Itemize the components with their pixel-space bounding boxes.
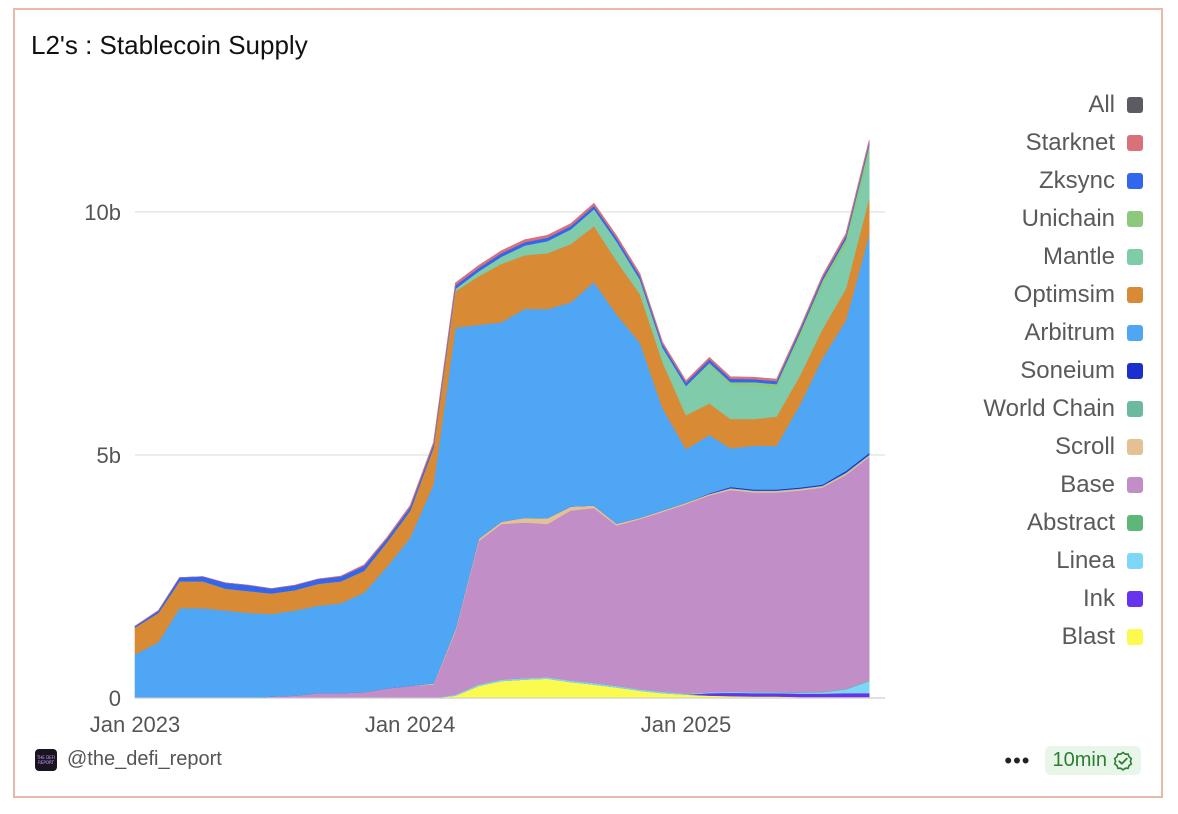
legend-swatch bbox=[1127, 553, 1143, 569]
legend-item-arbitrum[interactable]: Arbitrum bbox=[983, 314, 1143, 352]
legend-item-all[interactable]: All bbox=[983, 86, 1143, 124]
stacked-area-chart: 0 5b 10b Jan 2023 Jan 2024 Jan 2025 bbox=[84, 139, 885, 737]
refresh-badge[interactable]: 10min bbox=[1044, 746, 1141, 775]
area-starknet[interactable] bbox=[134, 139, 870, 627]
chart-card: L2's : Stablecoin Supply 0 5b 10b Jan 2023 J… bbox=[13, 8, 1163, 798]
y-tick-label: 0 bbox=[109, 686, 121, 711]
legend-label: Abstract bbox=[1026, 509, 1115, 536]
legend-label: Starknet bbox=[1025, 129, 1115, 156]
legend-label: Zksync bbox=[1038, 167, 1115, 194]
legend-swatch bbox=[1127, 477, 1143, 493]
legend-swatch bbox=[1127, 97, 1143, 113]
footer-actions: ••• 10min bbox=[1004, 746, 1141, 775]
legend-label: Unichain bbox=[1021, 205, 1115, 232]
legend-item-scroll[interactable]: Scroll bbox=[983, 428, 1143, 466]
x-tick-label: Jan 2024 bbox=[365, 712, 456, 737]
legend-label: Soneium bbox=[1020, 357, 1115, 384]
legend-item-mantle[interactable]: Mantle bbox=[983, 238, 1143, 276]
footer-author: THE DEFI REPORT @the_defi_report bbox=[35, 748, 222, 771]
legend-item-linea[interactable]: Linea bbox=[983, 542, 1143, 580]
legend-item-world-chain[interactable]: World Chain bbox=[983, 390, 1143, 428]
legend-label: All bbox=[1088, 91, 1115, 118]
legend-label: Optimsim bbox=[1013, 281, 1115, 308]
legend-item-base[interactable]: Base bbox=[983, 466, 1143, 504]
legend-label: Mantle bbox=[1042, 243, 1115, 270]
legend-item-ink[interactable]: Ink bbox=[983, 580, 1143, 618]
y-tick-label: 10b bbox=[84, 200, 121, 225]
refresh-interval: 10min bbox=[1052, 749, 1107, 771]
legend-label: Scroll bbox=[1054, 433, 1115, 460]
legend-swatch bbox=[1127, 211, 1143, 227]
author-handle[interactable]: @the_defi_report bbox=[67, 748, 222, 770]
x-tick-label: Jan 2023 bbox=[90, 712, 181, 737]
legend-item-abstract[interactable]: Abstract bbox=[983, 504, 1143, 542]
author-logo: THE DEFI REPORT bbox=[35, 748, 57, 771]
legend-label: Blast bbox=[1061, 623, 1115, 650]
chart-title: L2's : Stablecoin Supply bbox=[31, 30, 308, 60]
legend-swatch bbox=[1127, 515, 1143, 531]
legend-swatch bbox=[1127, 591, 1143, 607]
legend-swatch bbox=[1127, 249, 1143, 265]
legend-label: Linea bbox=[1056, 547, 1115, 574]
verified-check-icon bbox=[1113, 751, 1133, 771]
legend-swatch bbox=[1127, 363, 1143, 379]
legend-item-unichain[interactable]: Unichain bbox=[983, 200, 1143, 238]
legend-item-soneium[interactable]: Soneium bbox=[983, 352, 1143, 390]
legend-swatch bbox=[1127, 401, 1143, 417]
legend-swatch bbox=[1127, 287, 1143, 303]
logo-text: THE DEFI REPORT bbox=[36, 754, 56, 765]
legend-swatch bbox=[1127, 325, 1143, 341]
y-tick-label: 5b bbox=[97, 443, 121, 468]
chart-legend: All Starknet Zksync Unichain Mantle Optimsim A… bbox=[983, 86, 1143, 656]
legend-label: Arbitrum bbox=[1024, 319, 1115, 346]
legend-label: Ink bbox=[1082, 585, 1115, 612]
legend-item-starknet[interactable]: Starknet bbox=[983, 124, 1143, 162]
area-layer bbox=[134, 139, 870, 699]
legend-item-zksync[interactable]: Zksync bbox=[983, 162, 1143, 200]
legend-label: Base bbox=[1060, 471, 1115, 498]
legend-swatch bbox=[1127, 629, 1143, 645]
legend-label: World Chain bbox=[983, 395, 1115, 422]
x-tick-label: Jan 2025 bbox=[641, 712, 732, 737]
legend-swatch bbox=[1127, 173, 1143, 189]
legend-item-blast[interactable]: Blast bbox=[983, 618, 1143, 656]
legend-swatch bbox=[1127, 439, 1143, 455]
more-options-button[interactable]: ••• bbox=[1004, 747, 1031, 773]
axis-layer: 0 5b 10b Jan 2023 Jan 2024 Jan 2025 bbox=[84, 200, 885, 737]
legend-swatch bbox=[1127, 135, 1143, 151]
legend-item-optimsim[interactable]: Optimsim bbox=[983, 276, 1143, 314]
